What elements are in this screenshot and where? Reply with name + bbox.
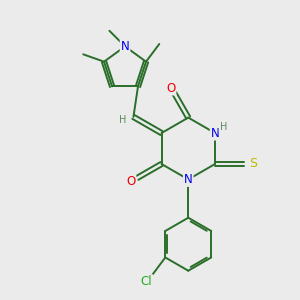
- Text: O: O: [166, 82, 176, 94]
- Text: N: N: [184, 173, 193, 186]
- Text: O: O: [126, 175, 135, 188]
- Text: Cl: Cl: [141, 275, 152, 288]
- Text: N: N: [121, 40, 129, 53]
- Text: S: S: [249, 158, 257, 170]
- Text: H: H: [220, 122, 227, 132]
- Text: N: N: [211, 127, 219, 140]
- Text: H: H: [119, 115, 127, 125]
